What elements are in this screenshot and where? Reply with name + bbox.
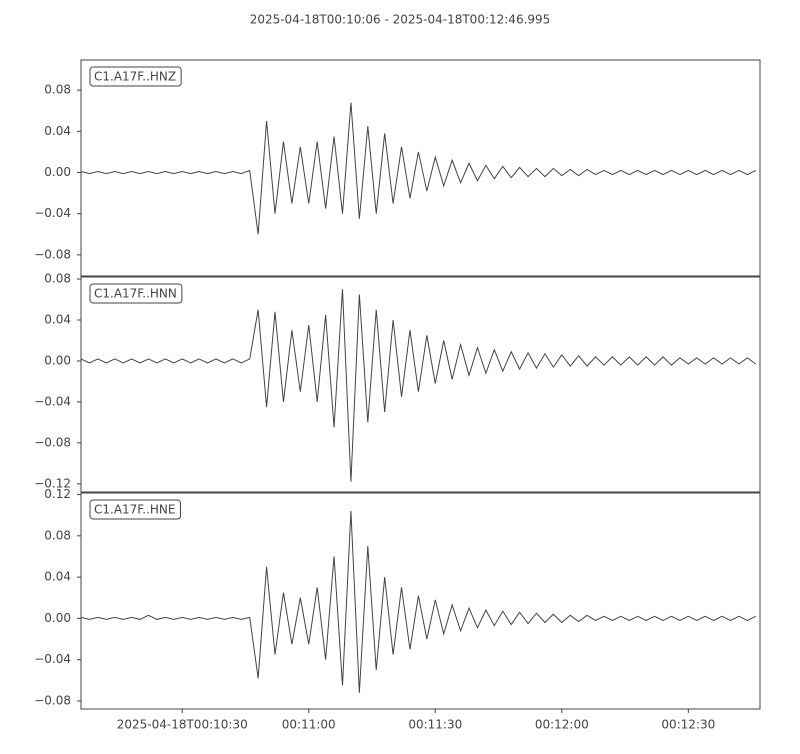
waveform	[81, 289, 757, 482]
y-tick-label: −0.08	[34, 693, 71, 707]
y-tick-label: −0.08	[34, 247, 71, 261]
trace-label-box	[89, 499, 181, 520]
figure-title: 2025-04-18T00:10:06 - 2025-04-18T00:12:4…	[250, 13, 551, 27]
y-tick-label: −0.04	[34, 206, 71, 220]
y-tick-label: 0.00	[44, 165, 71, 179]
y-tick-label: −0.04	[34, 394, 71, 408]
trace-label: C1.A17F..HNE	[94, 503, 176, 517]
trace-label-box	[89, 283, 183, 304]
trace-label-box	[89, 66, 182, 87]
y-tick-label: −0.08	[34, 435, 71, 449]
y-tick-label: −0.12	[34, 476, 71, 490]
trace-label: C1.A17F..HNZ	[94, 70, 176, 84]
x-tick-label: 00:12:30	[661, 718, 715, 732]
x-tick-label: 2025-04-18T00:10:30	[117, 718, 248, 732]
waveform	[81, 511, 757, 693]
y-tick-label: 0.04	[44, 570, 71, 584]
y-tick-label: 0.00	[44, 611, 71, 625]
panel-frame	[80, 59, 761, 277]
y-tick-label: 0.12	[44, 487, 71, 501]
x-tick-label: 00:11:30	[408, 718, 462, 732]
y-tick-label: 0.08	[44, 83, 71, 97]
y-tick-label: 0.00	[44, 353, 71, 367]
panel-frame	[80, 276, 761, 493]
y-tick-label: −0.04	[34, 652, 71, 666]
y-tick-label: 0.04	[44, 313, 71, 327]
waveform	[81, 102, 757, 235]
y-tick-label: 0.04	[44, 124, 71, 138]
y-tick-label: 0.08	[44, 272, 71, 286]
x-tick-label: 00:11:00	[282, 718, 336, 732]
panel-frame	[80, 492, 761, 710]
y-tick-label: 0.08	[44, 528, 71, 542]
trace-label: C1.A17F..HNN	[94, 287, 177, 301]
x-tick-label: 00:12:00	[535, 718, 589, 732]
